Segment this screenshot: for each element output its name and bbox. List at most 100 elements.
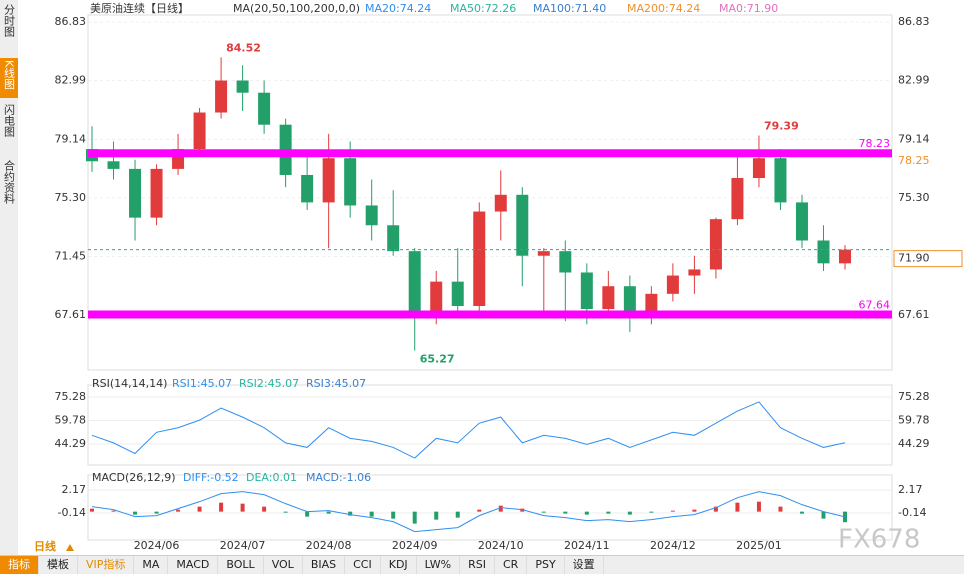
y-tick-label-right: 75.30 bbox=[898, 191, 930, 204]
candle-body bbox=[666, 275, 679, 294]
support-label: 67.64 bbox=[859, 299, 891, 312]
candle-body bbox=[774, 158, 787, 203]
y-tick-label: 44.29 bbox=[55, 437, 87, 450]
support-label: 78.23 bbox=[859, 137, 891, 150]
panel-legend: RSI3:45.07 bbox=[306, 377, 366, 390]
last-price-label: 71.90 bbox=[898, 252, 930, 265]
candle-body bbox=[430, 281, 443, 317]
y-tick-label-right: 82.99 bbox=[898, 74, 930, 87]
toolbar-tab[interactable]: KDJ bbox=[381, 556, 417, 574]
candle-body bbox=[107, 161, 120, 169]
x-tick-label: 2025/01 bbox=[736, 539, 782, 552]
y-tick-label-right: 44.29 bbox=[898, 437, 930, 450]
x-tick-label: 2024/09 bbox=[392, 539, 438, 552]
x-tick-label: 2024/06 bbox=[134, 539, 180, 552]
candle-body bbox=[645, 293, 658, 316]
panel-legend: MACD:-1.06 bbox=[306, 471, 371, 484]
chart: 美原油连续【日线】 MA(20,50,100,200,0,0) FX678 日线… bbox=[0, 0, 963, 555]
toolbar-tab[interactable]: CR bbox=[495, 556, 528, 574]
candle-body bbox=[387, 225, 400, 252]
candle-body bbox=[408, 251, 421, 317]
rsi-line bbox=[91, 401, 846, 459]
candle-body bbox=[559, 251, 572, 273]
y-tick-label: 71.45 bbox=[55, 249, 87, 262]
y-tick-label-right: -0.14 bbox=[898, 506, 926, 519]
x-tick-label: 2024/11 bbox=[564, 539, 610, 552]
sidebar-tab[interactable]: 合约资料 bbox=[3, 159, 16, 205]
period[interactable]: 日线 bbox=[34, 539, 56, 553]
x-tick-label: 2024/08 bbox=[306, 539, 352, 552]
candle-body bbox=[731, 178, 744, 220]
price-annotation: 84.52 bbox=[226, 41, 261, 54]
y-tick-label: 2.17 bbox=[62, 483, 87, 496]
y-tick-label: 75.30 bbox=[55, 191, 87, 204]
candle-body bbox=[817, 240, 830, 264]
toolbar-tab[interactable]: CCI bbox=[345, 556, 381, 574]
toolbar-tab[interactable]: 指标 bbox=[0, 556, 39, 574]
y-tick-label: 67.61 bbox=[55, 308, 87, 321]
panel-title: MACD(26,12,9) bbox=[92, 471, 176, 484]
x-tick-label: 2024/10 bbox=[478, 539, 524, 552]
y-tick-label-right: 86.83 bbox=[898, 15, 930, 28]
price-annotation: 79.39 bbox=[764, 120, 799, 133]
ma-label: MA(20,50,100,200,0,0) bbox=[233, 2, 360, 15]
candle-body bbox=[344, 158, 357, 206]
candle-body bbox=[537, 251, 550, 256]
y-tick-label: 59.78 bbox=[55, 413, 87, 426]
price-annotation: 65.27 bbox=[420, 353, 455, 366]
candle-body bbox=[451, 281, 464, 307]
sidebar-tab[interactable]: K线图 bbox=[3, 60, 16, 90]
candle-body bbox=[752, 158, 765, 179]
candle-body bbox=[688, 269, 701, 276]
sidebar-tab[interactable]: 分时图 bbox=[3, 4, 16, 38]
ma-legend: MA0:71.90 bbox=[719, 2, 778, 15]
ma-legend: MA200:74.24 bbox=[627, 2, 700, 15]
candle-body bbox=[494, 194, 507, 212]
candle-body bbox=[236, 80, 249, 93]
candle-body bbox=[258, 92, 271, 125]
y-tick-label-right: 2.17 bbox=[898, 483, 923, 496]
candle-body bbox=[129, 168, 142, 218]
y-tick-label-right: 67.61 bbox=[898, 308, 930, 321]
candle-body bbox=[193, 112, 206, 150]
ma-legend: MA50:72.26 bbox=[450, 2, 516, 15]
toolbar-tab[interactable]: MACD bbox=[168, 556, 219, 574]
toolbar-tab[interactable]: BIAS bbox=[303, 556, 346, 574]
candle-body bbox=[215, 80, 228, 113]
y-tick-label: 75.28 bbox=[55, 390, 87, 403]
panel-legend: DIFF:-0.52 bbox=[183, 471, 239, 484]
watermark: FX678 bbox=[838, 525, 920, 555]
candle-body bbox=[365, 205, 378, 226]
ma200-label: 78.25 bbox=[898, 154, 930, 167]
dif-line bbox=[91, 491, 846, 533]
rsi-panel bbox=[87, 384, 893, 466]
tab-active bbox=[0, 58, 18, 98]
macd-panel bbox=[87, 474, 893, 541]
panel-legend: RSI2:45.07 bbox=[239, 377, 299, 390]
toolbar-tab[interactable]: VIP指标 bbox=[78, 556, 135, 574]
candle-body bbox=[795, 202, 808, 241]
x-tick-label: 2024/12 bbox=[650, 539, 696, 552]
y-tick-label: -0.14 bbox=[58, 506, 86, 519]
candle-body bbox=[322, 158, 335, 203]
candle-body bbox=[709, 219, 722, 270]
candle-body bbox=[623, 286, 636, 316]
sidebar-tab[interactable]: 闪电图 bbox=[3, 103, 16, 138]
candle-body bbox=[473, 211, 486, 307]
toolbar-tab[interactable]: RSI bbox=[460, 556, 495, 574]
panel-legend: DEA:0.01 bbox=[246, 471, 297, 484]
toolbar-tab[interactable]: PSY bbox=[527, 556, 565, 574]
candle-body bbox=[150, 168, 163, 218]
y-tick-label: 86.83 bbox=[55, 15, 87, 28]
toolbar-tab[interactable]: VOL bbox=[264, 556, 303, 574]
toolbar-tab[interactable]: BOLL bbox=[218, 556, 264, 574]
toolbar-tab[interactable]: 设置 bbox=[565, 556, 604, 574]
x-tick-label: 2024/07 bbox=[220, 539, 266, 552]
toolbar-tab[interactable]: LW% bbox=[417, 556, 461, 574]
period-arrow[interactable] bbox=[66, 544, 74, 551]
toolbar-tab[interactable]: MA bbox=[134, 556, 169, 574]
ma-legend: MA20:74.24 bbox=[365, 2, 431, 15]
panel-legend: RSI1:45.07 bbox=[172, 377, 232, 390]
chart-title: 美原油连续【日线】 bbox=[90, 1, 189, 15]
toolbar-tab[interactable]: 模板 bbox=[39, 556, 78, 574]
